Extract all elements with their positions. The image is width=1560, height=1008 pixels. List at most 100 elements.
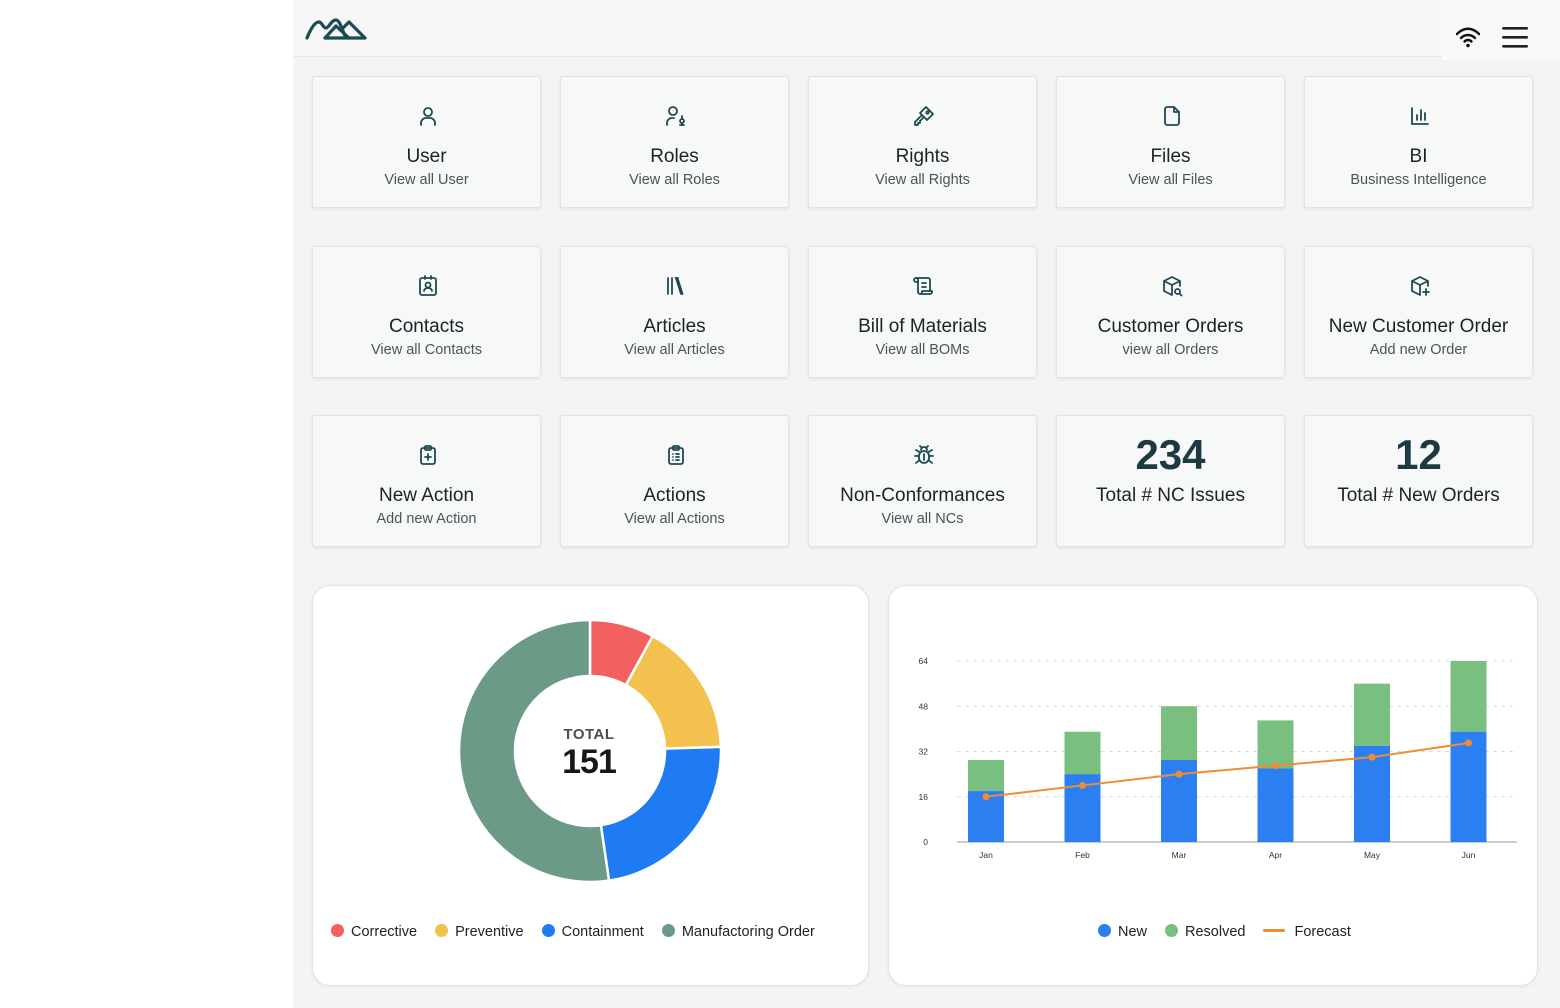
tile-title: Articles — [643, 316, 706, 337]
y-tick-label: 16 — [919, 792, 929, 802]
bar-resolved-apr[interactable] — [1257, 720, 1294, 769]
tile-subtitle: View all Contacts — [371, 342, 482, 358]
legend-swatch — [661, 924, 675, 937]
bar-new-apr[interactable] — [1257, 768, 1294, 842]
bar-resolved-jun[interactable] — [1450, 661, 1487, 732]
tile-bi[interactable]: BI Business Intelligence — [1304, 76, 1533, 208]
y-tick-label: 32 — [919, 747, 929, 757]
legend-item-resolved[interactable]: Resolved — [1165, 924, 1245, 940]
library-books-icon — [667, 277, 684, 295]
bar-resolved-feb[interactable] — [1064, 731, 1101, 775]
bar-resolved-jan[interactable] — [968, 759, 1004, 792]
stacked-bar-chart: 0 16 32 48 64 Jan Feb Mar Apr May Jun — [919, 656, 1517, 860]
stat-label: Total # New Orders — [1337, 485, 1500, 506]
hamburger-menu-icon[interactable] — [1501, 24, 1529, 50]
x-tick-label: Apr — [1269, 850, 1282, 860]
donut-slice-containment[interactable] — [599, 745, 723, 883]
scroll-list-icon — [913, 277, 933, 295]
tile-contacts[interactable]: Contacts View all Contacts — [312, 246, 541, 378]
stat-new-orders[interactable]: 12 Total # New Orders — [1304, 415, 1533, 547]
package-plus-icon — [1411, 276, 1430, 296]
donut-legend: Corrective Preventive Containment Manufacto… — [331, 924, 815, 940]
bar-resolved-mar[interactable] — [1161, 706, 1197, 760]
tile-title: BI — [1409, 146, 1428, 167]
y-tick-label: 0 — [923, 837, 928, 847]
tile-new-customer-order[interactable]: New Customer Order Add new Order — [1304, 246, 1533, 378]
tile-subtitle: Business Intelligence — [1350, 172, 1487, 188]
legend-label: New — [1118, 924, 1148, 940]
legend-label: Manufactoring Order — [681, 924, 815, 940]
top-bar — [293, 0, 1560, 60]
bar-chart-icon — [1411, 107, 1429, 125]
tile-subtitle: View all Files — [1128, 172, 1213, 188]
forecast-point-jun[interactable] — [1465, 739, 1472, 747]
tile-new-action[interactable]: New Action Add new Action — [312, 415, 541, 547]
donut-chart-panel: TOTAL 151 Corrective Preventive Containmen… — [312, 585, 869, 986]
app-shell: User View all User Roles View all Roles … — [293, 0, 1560, 1008]
tile-files[interactable]: Files View all Files — [1056, 76, 1285, 208]
legend-label: Corrective — [351, 924, 418, 940]
forecast-point-jan[interactable] — [982, 793, 990, 801]
clipboard-plus-icon — [420, 445, 436, 465]
contact-badge-icon — [419, 275, 437, 296]
legend-item-corrective[interactable]: Corrective — [331, 924, 417, 940]
package-search-icon — [1163, 276, 1183, 297]
tile-subtitle: View all Roles — [629, 172, 720, 188]
forecast-point-feb[interactable] — [1079, 781, 1086, 789]
top-bar-actions — [1442, 0, 1560, 60]
legend-swatch — [1263, 929, 1286, 932]
forecast-point-apr[interactable] — [1272, 762, 1279, 770]
legend-item-new[interactable]: New — [1098, 924, 1147, 940]
tile-title: Roles — [650, 146, 699, 167]
x-tick-label: Feb — [1075, 850, 1090, 860]
tile-title: Actions — [643, 485, 706, 506]
tile-title: Bill of Materials — [858, 316, 987, 337]
y-tick-label: 48 — [919, 701, 929, 711]
bar-new-may[interactable] — [1354, 745, 1390, 842]
legend-item-manufactoring-order[interactable]: Manufactoring Order — [661, 924, 815, 940]
bar-new-jun[interactable] — [1450, 731, 1487, 842]
stat-value: 234 — [1135, 431, 1206, 478]
stat-label: Total # NC Issues — [1096, 485, 1245, 506]
legend-label: Preventive — [455, 924, 524, 940]
x-tick-label: Jun — [1462, 850, 1476, 860]
stat-nc-issues[interactable]: 234 Total # NC Issues — [1056, 415, 1285, 547]
tile-bill-of-materials[interactable]: Bill of Materials View all BOMs — [808, 246, 1037, 378]
tile-non-conformances[interactable]: Non-Conformances View all NCs — [808, 415, 1037, 547]
tile-customer-orders[interactable]: Customer Orders view all Orders — [1056, 246, 1285, 378]
tile-rights[interactable]: Rights View all Rights — [808, 76, 1037, 208]
donut-slice-manufactoring-order[interactable] — [457, 618, 611, 884]
forecast-point-may[interactable] — [1368, 753, 1376, 761]
legend-item-containment[interactable]: Containment — [541, 924, 644, 940]
tile-user[interactable]: User View all User — [312, 76, 541, 208]
tile-subtitle: View all Rights — [875, 172, 970, 188]
user-icon — [420, 107, 436, 126]
tile-articles[interactable]: Articles View all Articles — [560, 246, 789, 378]
tile-subtitle: view all Orders — [1122, 342, 1219, 358]
file-icon — [1164, 106, 1180, 126]
legend-swatch — [1098, 924, 1111, 937]
tile-subtitle: View all User — [384, 172, 469, 188]
legend-swatch — [1165, 924, 1179, 937]
bar-resolved-may[interactable] — [1354, 683, 1390, 746]
tile-subtitle: Add new Order — [1369, 342, 1468, 358]
legend-swatch — [541, 924, 555, 937]
tile-title: Non-Conformances — [840, 485, 1005, 506]
bug-icon — [914, 445, 934, 464]
forecast-point-mar[interactable] — [1175, 770, 1183, 778]
tile-roles[interactable]: Roles View all Roles — [560, 76, 789, 208]
tile-subtitle: View all Actions — [624, 511, 725, 527]
mountain-logo-icon[interactable] — [305, 16, 367, 42]
forecast-line — [985, 742, 1469, 798]
tile-title: User — [406, 146, 447, 167]
legend-item-preventive[interactable]: Preventive — [435, 924, 524, 940]
tile-title: Contacts — [389, 316, 464, 337]
tile-title: Files — [1150, 146, 1191, 167]
tile-subtitle: Add new Action — [376, 511, 477, 527]
key-icon — [914, 106, 934, 126]
bar-chart-panel: 0 16 32 48 64 Jan Feb Mar Apr May Jun New Resolved F… — [888, 585, 1538, 986]
tile-actions[interactable]: Actions View all Actions — [560, 415, 789, 547]
tile-title: Customer Orders — [1097, 316, 1244, 337]
legend-item-forecast[interactable]: Forecast — [1263, 924, 1351, 940]
clipboard-list-icon — [668, 445, 684, 465]
